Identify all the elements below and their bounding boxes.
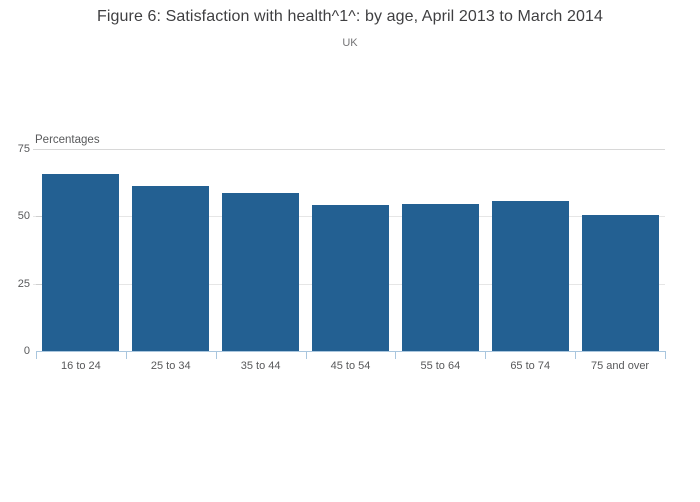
x-tick-label: 65 to 74 — [510, 360, 551, 372]
x-tick-label: 45 to 54 — [330, 360, 371, 372]
x-tick-label: 75 and over — [591, 360, 650, 372]
x-tick-label: 55 to 64 — [420, 360, 461, 372]
y-tick-mark-25 — [36, 283, 43, 285]
bar-75-and-over — [581, 215, 659, 351]
x-axis-tick — [215, 351, 217, 359]
x-axis-tick — [125, 351, 127, 359]
x-tick-label: 25 to 34 — [150, 360, 191, 372]
bar-35-to-44 — [222, 192, 300, 351]
y-tick-label: 75 — [17, 143, 30, 155]
x-tick-label: 16 to 24 — [61, 360, 101, 372]
x-axis-tick — [485, 351, 487, 359]
y-tick-label: 0 — [23, 345, 30, 357]
chart-title: Figure 6: Satisfaction with health^1^: b… — [97, 8, 603, 25]
y-axis-title: Percentages — [35, 134, 100, 146]
bar-45-to-54 — [312, 205, 389, 351]
bar-16-to-24 — [42, 174, 120, 351]
x-axis-tick — [305, 351, 307, 359]
x-axis-tick — [665, 351, 666, 359]
bar-25-to-34 — [132, 186, 210, 351]
gridline-75 — [33, 149, 665, 150]
chart-subtitle: UK — [342, 37, 358, 49]
x-axis-tick — [36, 351, 37, 359]
y-tick-label: 25 — [17, 277, 30, 290]
x-axis-line — [36, 351, 665, 352]
x-axis-tick — [395, 351, 397, 359]
x-tick-label: 35 to 44 — [240, 360, 281, 372]
bar-65-to-74 — [491, 200, 569, 351]
y-tick-mark-50 — [36, 216, 43, 218]
y-tick-label: 50 — [17, 210, 30, 223]
bar-55-to-64 — [401, 203, 479, 351]
x-axis-tick — [575, 351, 577, 359]
